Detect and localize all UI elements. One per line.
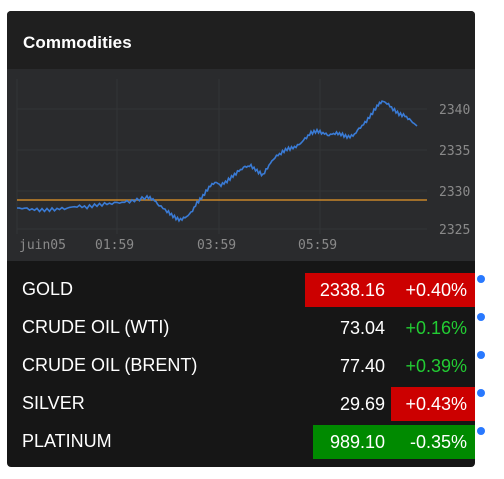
commodity-price: 73.04 bbox=[339, 318, 385, 338]
commodity-row[interactable]: SILVER 29.69 +0.43% bbox=[7, 386, 475, 422]
y-tick-label: 2335 bbox=[439, 144, 470, 159]
commodity-price: 2338.16 bbox=[305, 273, 391, 307]
commodity-change: +0.39% bbox=[405, 356, 467, 376]
commodity-change: +0.40% bbox=[391, 273, 475, 307]
x-tick-label: 05:59 bbox=[298, 238, 337, 253]
commodity-change: +0.43% bbox=[391, 387, 475, 421]
commodity-name: CRUDE OIL (WTI) bbox=[22, 317, 170, 337]
x-tick-label: 03:59 bbox=[197, 238, 236, 253]
commodities-widget: Commodities 2340 2335 2330 2325 juin05 01:59… bbox=[7, 11, 475, 467]
y-tick-label: 2330 bbox=[439, 185, 470, 200]
widget-header: Commodities bbox=[7, 11, 475, 69]
y-tick-label: 2325 bbox=[439, 223, 470, 238]
commodity-price: 77.40 bbox=[339, 356, 385, 376]
chart-svg: 2340 2335 2330 2325 juin05 01:59 03:59 05:59 bbox=[16, 79, 470, 253]
commodity-row[interactable]: CRUDE OIL (WTI) 73.04 +0.16% bbox=[7, 310, 475, 346]
x-axis-ticks: juin05 01:59 03:59 05:59 bbox=[19, 238, 337, 253]
commodity-price: 29.69 bbox=[339, 394, 385, 414]
x-tick-label: juin05 bbox=[19, 238, 66, 253]
commodity-change: +0.16% bbox=[405, 318, 467, 338]
commodity-row[interactable]: CRUDE OIL (BRENT) 77.40 +0.39% bbox=[7, 348, 475, 384]
commodity-row[interactable]: GOLD 2338.16 +0.40% bbox=[7, 272, 475, 308]
status-dot-icon bbox=[477, 427, 485, 435]
commodity-change: -0.35% bbox=[391, 425, 475, 459]
price-series-line bbox=[16, 100, 418, 223]
commodity-price: 989.10 bbox=[313, 425, 391, 459]
commodity-name: SILVER bbox=[22, 393, 85, 413]
status-dot-icon bbox=[477, 313, 485, 321]
x-tick-label: 01:59 bbox=[95, 238, 134, 253]
commodity-name: CRUDE OIL (BRENT) bbox=[22, 355, 198, 375]
commodity-name: GOLD bbox=[22, 279, 74, 299]
status-dot-icon bbox=[477, 351, 485, 359]
chart-grid bbox=[16, 79, 427, 234]
widget-title: Commodities bbox=[23, 33, 132, 52]
price-chart[interactable]: 2340 2335 2330 2325 juin05 01:59 03:59 05:59 bbox=[7, 69, 475, 261]
commodity-name: PLATINUM bbox=[22, 431, 112, 451]
y-axis-ticks: 2340 2335 2330 2325 bbox=[439, 103, 470, 238]
status-dot-icon bbox=[477, 275, 485, 283]
y-tick-label: 2340 bbox=[439, 103, 470, 118]
commodity-row[interactable]: PLATINUM 989.10 -0.35% bbox=[7, 424, 475, 460]
status-dot-icon bbox=[477, 389, 485, 397]
